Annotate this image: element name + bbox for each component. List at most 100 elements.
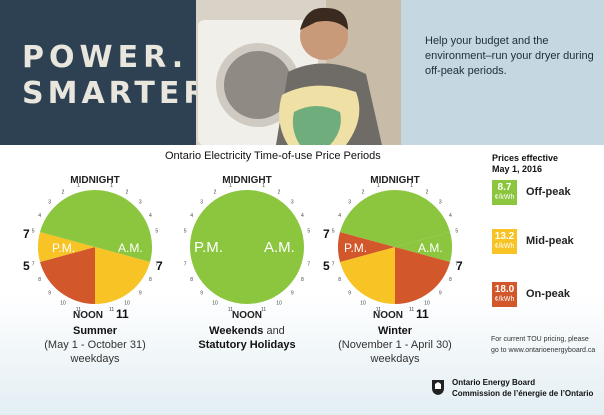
summer-caption: Summer (May 1 - October 31) weekdays bbox=[20, 324, 170, 366]
am-label: A.M. bbox=[264, 239, 295, 256]
side-number: 5 bbox=[23, 259, 30, 273]
hour-tick-label: 1 bbox=[377, 183, 380, 189]
hour-tick-label: 4 bbox=[190, 213, 193, 219]
hour-tick-label: 7 bbox=[155, 262, 158, 268]
midnight-label: MIDNIGHT bbox=[370, 175, 419, 186]
price-unit: ¢/kWh bbox=[494, 243, 515, 250]
hour-tick-label: 3 bbox=[200, 200, 203, 206]
hour-tick-label: 3 bbox=[139, 200, 142, 206]
hero-banner: POWER. SMARTER. Help your budget and the… bbox=[0, 0, 604, 145]
side-number: 7 bbox=[156, 259, 163, 273]
ontario-crest-icon bbox=[432, 380, 444, 395]
hour-tick-label: 8 bbox=[149, 277, 152, 283]
midpeak-price-badge: 13.2 ¢/kWh bbox=[492, 229, 517, 254]
hour-tick-label: 5 bbox=[184, 228, 187, 234]
price-value: 8.7 bbox=[497, 182, 512, 193]
weekend-caption: Weekends and Statutory Holidays bbox=[172, 324, 322, 352]
hour-tick-label: 2 bbox=[214, 190, 217, 196]
hour-tick-label: 9 bbox=[200, 290, 203, 296]
brand-line1: POWER. bbox=[22, 40, 189, 75]
hour-tick-label: 7 bbox=[332, 262, 335, 268]
hour-tick-label: 11 bbox=[76, 307, 81, 313]
tou-note: For current TOU pricing, please go to ww… bbox=[491, 334, 595, 356]
hour-tick-label: 1 bbox=[229, 183, 232, 189]
onpeak-slice bbox=[395, 247, 450, 304]
hour-tick-label: 1 bbox=[77, 183, 80, 189]
price-unit: ¢/kWh bbox=[494, 296, 515, 303]
hour-tick-label: 5 bbox=[155, 228, 158, 234]
season-title: Weekends bbox=[209, 325, 264, 337]
midpeak-slice bbox=[95, 247, 150, 304]
side-number: 7 bbox=[323, 227, 330, 241]
hour-tick-label: 8 bbox=[38, 277, 41, 283]
onpeak-slice-2 bbox=[337, 232, 395, 262]
hour-tick-label: 10 bbox=[60, 300, 66, 306]
offpeak-slice-2 bbox=[40, 190, 95, 247]
am-label: A.M. bbox=[418, 241, 443, 255]
hour-tick-label: 7 bbox=[184, 262, 187, 268]
offpeak-slice bbox=[95, 190, 153, 262]
season-title-suffix: and bbox=[263, 325, 285, 337]
hour-tick-label: 3 bbox=[348, 200, 351, 206]
midpeak-label: Mid-peak bbox=[526, 235, 574, 247]
hour-tick-label: 8 bbox=[338, 277, 341, 283]
midnight-label: MIDNIGHT bbox=[222, 175, 271, 186]
hour-tick-label: 4 bbox=[338, 213, 341, 219]
prices-title-line1: Prices effective bbox=[492, 153, 559, 163]
winter-caption: Winter (November 1 - April 30) weekdays bbox=[320, 324, 470, 366]
hour-tick-label: 3 bbox=[48, 200, 51, 206]
hour-tick-label: 8 bbox=[190, 277, 193, 283]
hour-tick-label: 11 bbox=[228, 307, 233, 313]
hour-tick-label: 4 bbox=[149, 213, 152, 219]
hour-tick-label: 10 bbox=[276, 300, 282, 306]
season-dates: Statutory Holidays bbox=[198, 339, 296, 351]
midnight-label: MIDNIGHT bbox=[70, 175, 119, 186]
hour-tick-label: 8 bbox=[449, 277, 452, 283]
noon-label: NOON bbox=[373, 310, 403, 321]
laundry-photo bbox=[196, 0, 401, 145]
org-name-en: Ontario Energy Board bbox=[452, 378, 536, 387]
winter-clock: MIDNIGHT 7 5 7 P.M. A.M. NOON 11 1234578… bbox=[323, 175, 463, 321]
season-title: Winter bbox=[377, 325, 413, 337]
hour-tick-label: 7 bbox=[307, 262, 310, 268]
hour-tick-label: 9 bbox=[348, 290, 351, 296]
prices-title-line2: May 1, 2016 bbox=[492, 164, 543, 174]
hour-tick-label: 11 bbox=[376, 307, 381, 313]
hour-tick-label: 11 bbox=[409, 307, 414, 313]
hour-tick-label: 4 bbox=[449, 213, 452, 219]
hour-tick-label: 7 bbox=[32, 262, 35, 268]
hour-tick-label: 2 bbox=[426, 190, 429, 196]
hour-tick-label: 10 bbox=[360, 300, 366, 306]
season-days: weekdays bbox=[370, 353, 420, 365]
tagline-text: Help your budget and the environment–run… bbox=[425, 35, 594, 77]
prices-title: Prices effective May 1, 2016 bbox=[492, 153, 558, 175]
am-label: A.M. bbox=[118, 241, 143, 255]
offpeak-price-badge: 8.7 ¢/kWh bbox=[492, 180, 517, 205]
hour-tick-label: 5 bbox=[332, 228, 335, 234]
pm-label: P.M. bbox=[52, 241, 75, 255]
hour-tick-label: 9 bbox=[291, 290, 294, 296]
hour-tick-label: 2 bbox=[362, 190, 365, 196]
oeb-footer: Ontario Energy Board Commission de l’éne… bbox=[452, 377, 593, 399]
hour-tick-label: 8 bbox=[301, 277, 304, 283]
weekend-clock: MIDNIGHT P.M. A.M. NOON 1234578910111234… bbox=[184, 175, 311, 321]
side-number: 11 bbox=[116, 307, 129, 321]
noon-label: NOON bbox=[73, 310, 103, 321]
hour-tick-label: 2 bbox=[62, 190, 65, 196]
side-number: 11 bbox=[416, 307, 429, 321]
hour-tick-label: 2 bbox=[278, 190, 281, 196]
price-value: 13.2 bbox=[494, 231, 515, 242]
midpeak-slice bbox=[340, 247, 395, 304]
hour-tick-label: 5 bbox=[455, 228, 458, 234]
note-line2: go to www.ontarioenergyboard.ca bbox=[491, 347, 596, 354]
hour-tick-label: 10 bbox=[124, 300, 130, 306]
hour-tick-label: 9 bbox=[48, 290, 51, 296]
midpeak-slice-2 bbox=[37, 232, 95, 262]
hour-tick-label: 5 bbox=[32, 228, 35, 234]
season-days: weekdays bbox=[70, 353, 120, 365]
hour-tick-label: 10 bbox=[424, 300, 430, 306]
season-title: Summer bbox=[72, 325, 118, 337]
offpeak-slice bbox=[190, 190, 304, 304]
hour-tick-label: 1 bbox=[410, 183, 413, 189]
brand-panel: POWER. SMARTER. bbox=[0, 0, 222, 145]
